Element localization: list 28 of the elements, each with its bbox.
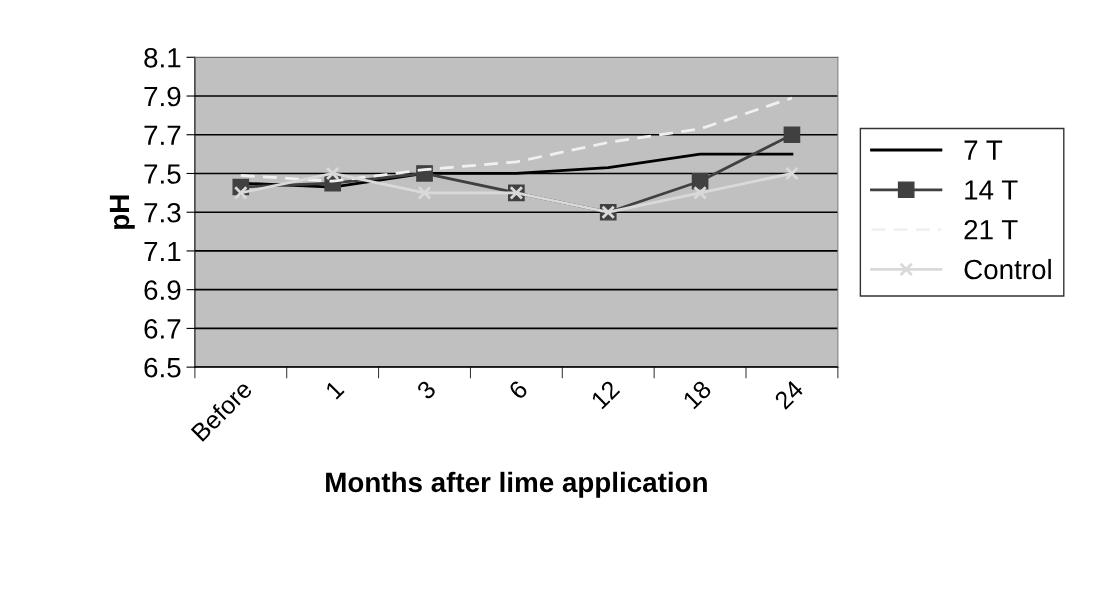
- y-tick-label: 6.5: [144, 357, 181, 378]
- y-tick-label: 6.7: [144, 319, 181, 339]
- x-tick-label: 1: [324, 379, 345, 400]
- legend-label: Control: [964, 258, 1051, 280]
- x-tick-label: 3: [415, 379, 437, 401]
- point: [233, 185, 248, 200]
- legend-label: 21 T: [964, 219, 1018, 240]
- y-axis-title: pH: [109, 195, 135, 229]
- y-tick-label: 7.7: [144, 125, 181, 145]
- legend-label: 14 T: [965, 180, 1018, 200]
- y-tick-label: 8.1: [144, 47, 181, 68]
- point: [417, 185, 432, 200]
- y-tick-label: 7.1: [144, 241, 181, 262]
- y-tick-label: 7.5: [144, 164, 181, 184]
- legend-label: 7 T: [964, 140, 1003, 160]
- y-tick-label: 7.9: [144, 86, 181, 107]
- y-tick-label: 7.3: [144, 202, 181, 223]
- point: [325, 166, 340, 181]
- point: [783, 126, 801, 144]
- x-tick-label: 24: [773, 379, 805, 410]
- y-tick-label: 6.9: [144, 280, 181, 301]
- x-tick-label: 12: [590, 379, 621, 410]
- point: [691, 172, 709, 190]
- x-axis-title: Months after lime application: [326, 471, 707, 498]
- point: [784, 166, 799, 181]
- x-tick-label: 6: [507, 379, 529, 401]
- x-tick-label: 18: [682, 379, 713, 410]
- point: [693, 185, 708, 200]
